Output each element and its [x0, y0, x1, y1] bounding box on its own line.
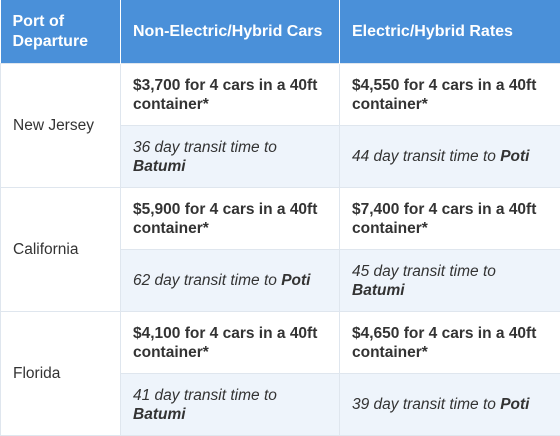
port-cell-florida: Florida: [0, 311, 121, 436]
electric-price-cell: $4,650 for 4 cars in a 40ft container*: [339, 311, 560, 374]
non-electric-price-cell: $3,700 for 4 cars in a 40ft container*: [120, 63, 340, 126]
electric-transit-cell: 39 day transit time to Poti: [339, 373, 560, 436]
non-electric-price-cell: $4,100 for 4 cars in a 40ft container*: [120, 311, 340, 374]
electric-transit-cell: 44 day transit time to Poti: [339, 125, 560, 188]
non-electric-transit-cell: 36 day transit time to Batumi: [120, 125, 340, 188]
table-row: Florida $4,100 for 4 cars in a 40ft cont…: [0, 311, 560, 436]
non-electric-price-cell: $5,900 for 4 cars in a 40ft container*: [120, 187, 340, 250]
transit-text: 44 day transit time to: [352, 148, 496, 165]
transit-text: 36 day transit time to: [133, 138, 277, 156]
transit-text: 41 day transit time to: [133, 386, 277, 404]
electric-transit-cell: 45 day transit time to Batumi: [339, 249, 560, 312]
transit-text: 62 day transit time to: [133, 272, 277, 289]
transit-destination: Poti: [500, 148, 530, 165]
transit-destination: Poti: [500, 396, 530, 413]
table-row: 41 day transit time to Batumi 39 day tra…: [1, 373, 560, 436]
transit-destination: Batumi: [352, 281, 405, 299]
transit-text: 39 day transit time to: [352, 396, 496, 413]
table-row: 36 day transit time to Batumi 44 day tra…: [1, 125, 560, 188]
port-cell-new-jersey: New Jersey: [0, 63, 121, 188]
non-electric-transit-cell: 62 day transit time to Poti: [120, 249, 340, 312]
non-electric-transit-cell: 41 day transit time to Batumi: [120, 373, 340, 436]
header-electric-hybrid-rates: Electric/Hybrid Rates: [339, 0, 560, 64]
header-non-electric-hybrid-cars: Non-Electric/Hybrid Cars: [120, 0, 340, 64]
table-row: 62 day transit time to Poti 45 day trans…: [1, 249, 560, 312]
transit-destination: Batumi: [133, 405, 186, 423]
electric-price-cell: $7,400 for 4 cars in a 40ft container*: [339, 187, 560, 250]
transit-destination: Poti: [281, 272, 311, 289]
table-row: New Jersey $3,700 for 4 cars in a 40ft c…: [0, 63, 560, 188]
header-port-of-departure: Port of Departure: [0, 0, 121, 64]
electric-price-cell: $4,550 for 4 cars in a 40ft container*: [339, 63, 560, 126]
transit-text: 45 day transit time to: [352, 262, 496, 280]
port-cell-california: California: [0, 187, 121, 312]
header-row: Port of Departure Non-Electric/Hybrid Ca…: [0, 0, 560, 64]
transit-destination: Batumi: [133, 157, 186, 175]
table-row: California $5,900 for 4 cars in a 40ft c…: [0, 187, 560, 312]
